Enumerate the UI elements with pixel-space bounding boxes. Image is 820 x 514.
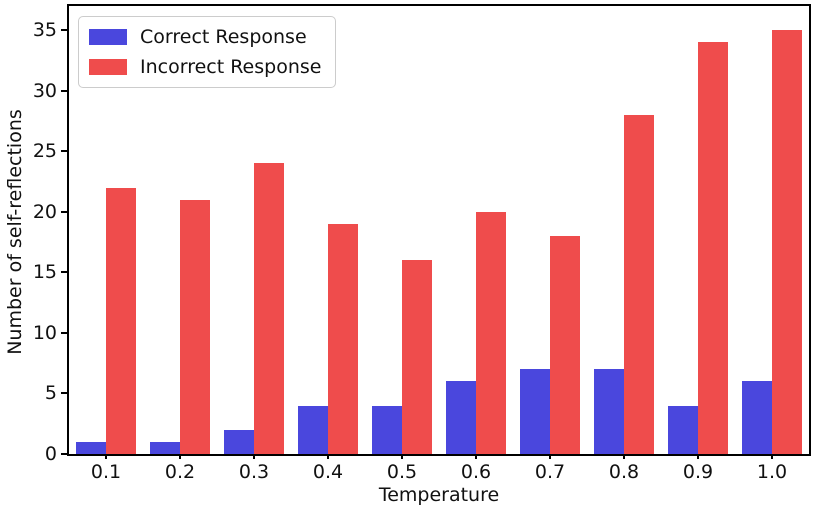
y-tick-label: 30 (32, 79, 57, 102)
y-tick-label: 5 (44, 382, 57, 405)
x-tick-label: 0.3 (238, 461, 270, 483)
y-tick-mark (61, 453, 67, 455)
x-tick-label: 0.7 (534, 461, 566, 483)
y-tick-label: 25 (32, 140, 57, 163)
legend-swatch-incorrect-response (89, 59, 127, 75)
x-tick-mark (105, 454, 107, 459)
y-tick-mark (61, 210, 67, 213)
bar-incorrect-response-1.0 (772, 30, 802, 454)
bar-incorrect-response-0.3 (254, 163, 284, 454)
bar-incorrect-response-0.5 (402, 260, 432, 454)
bar-incorrect-response-0.4 (328, 223, 358, 454)
x-tick-mark (697, 454, 699, 459)
bar-incorrect-response-0.8 (624, 114, 654, 454)
y-tick-label: 35 (32, 19, 57, 42)
bar-correct-response-0.1 (76, 441, 106, 454)
bar-incorrect-response-0.1 (106, 187, 136, 454)
legend-swatch-correct-response (89, 29, 127, 45)
bar-incorrect-response-0.2 (180, 199, 210, 454)
y-tick-mark (61, 150, 67, 153)
legend-label: Correct Response (140, 26, 307, 48)
y-tick-mark (61, 89, 67, 92)
y-tick-mark (61, 331, 67, 334)
bar-correct-response-0.3 (224, 429, 254, 454)
bar-correct-response-0.9 (668, 405, 698, 454)
y-tick-mark (61, 392, 67, 395)
x-tick-label: 0.1 (90, 461, 122, 483)
x-tick-label: 0.9 (682, 461, 714, 483)
x-tick-label: 0.6 (460, 461, 492, 483)
x-tick-mark (475, 454, 477, 459)
legend-label: Incorrect Response (140, 56, 322, 78)
bar-correct-response-1.0 (742, 381, 772, 454)
legend-item-incorrect-response: Incorrect Response (89, 55, 321, 79)
x-axis-label: Temperature (378, 484, 500, 506)
y-tick-label: 15 (32, 261, 57, 284)
x-tick-label: 0.2 (164, 461, 196, 483)
bar-incorrect-response-0.7 (550, 236, 580, 454)
bar-correct-response-0.6 (446, 381, 476, 454)
bar-correct-response-0.8 (594, 369, 624, 454)
x-tick-mark (549, 454, 551, 459)
y-tick-mark (61, 271, 67, 274)
bar-correct-response-0.4 (298, 405, 328, 454)
y-tick-label: 0 (44, 443, 57, 465)
x-tick-label: 0.4 (312, 461, 344, 483)
plot-area: Correct Response Incorrect Response (67, 4, 811, 456)
x-tick-label: 0.5 (386, 461, 418, 483)
bar-incorrect-response-0.6 (476, 211, 506, 454)
x-tick-label: 0.8 (608, 461, 640, 483)
bar-correct-response-0.2 (150, 441, 180, 454)
legend: Correct Response Incorrect Response (78, 16, 337, 88)
x-tick-mark (253, 454, 255, 459)
bars-layer (69, 6, 809, 454)
y-tick-mark (61, 29, 67, 32)
x-tick-label: 1.0 (756, 461, 788, 483)
legend-item-correct-response: Correct Response (89, 25, 321, 49)
bar-correct-response-0.7 (520, 369, 550, 454)
y-tick-label: 10 (32, 321, 57, 344)
x-tick-mark (771, 454, 773, 459)
y-tick-label: 20 (32, 200, 57, 223)
x-tick-mark (179, 454, 181, 459)
bar-correct-response-0.5 (372, 405, 402, 454)
bar-incorrect-response-0.9 (698, 42, 728, 454)
x-tick-mark (401, 454, 403, 459)
x-tick-mark (327, 454, 329, 459)
x-tick-mark (623, 454, 625, 459)
